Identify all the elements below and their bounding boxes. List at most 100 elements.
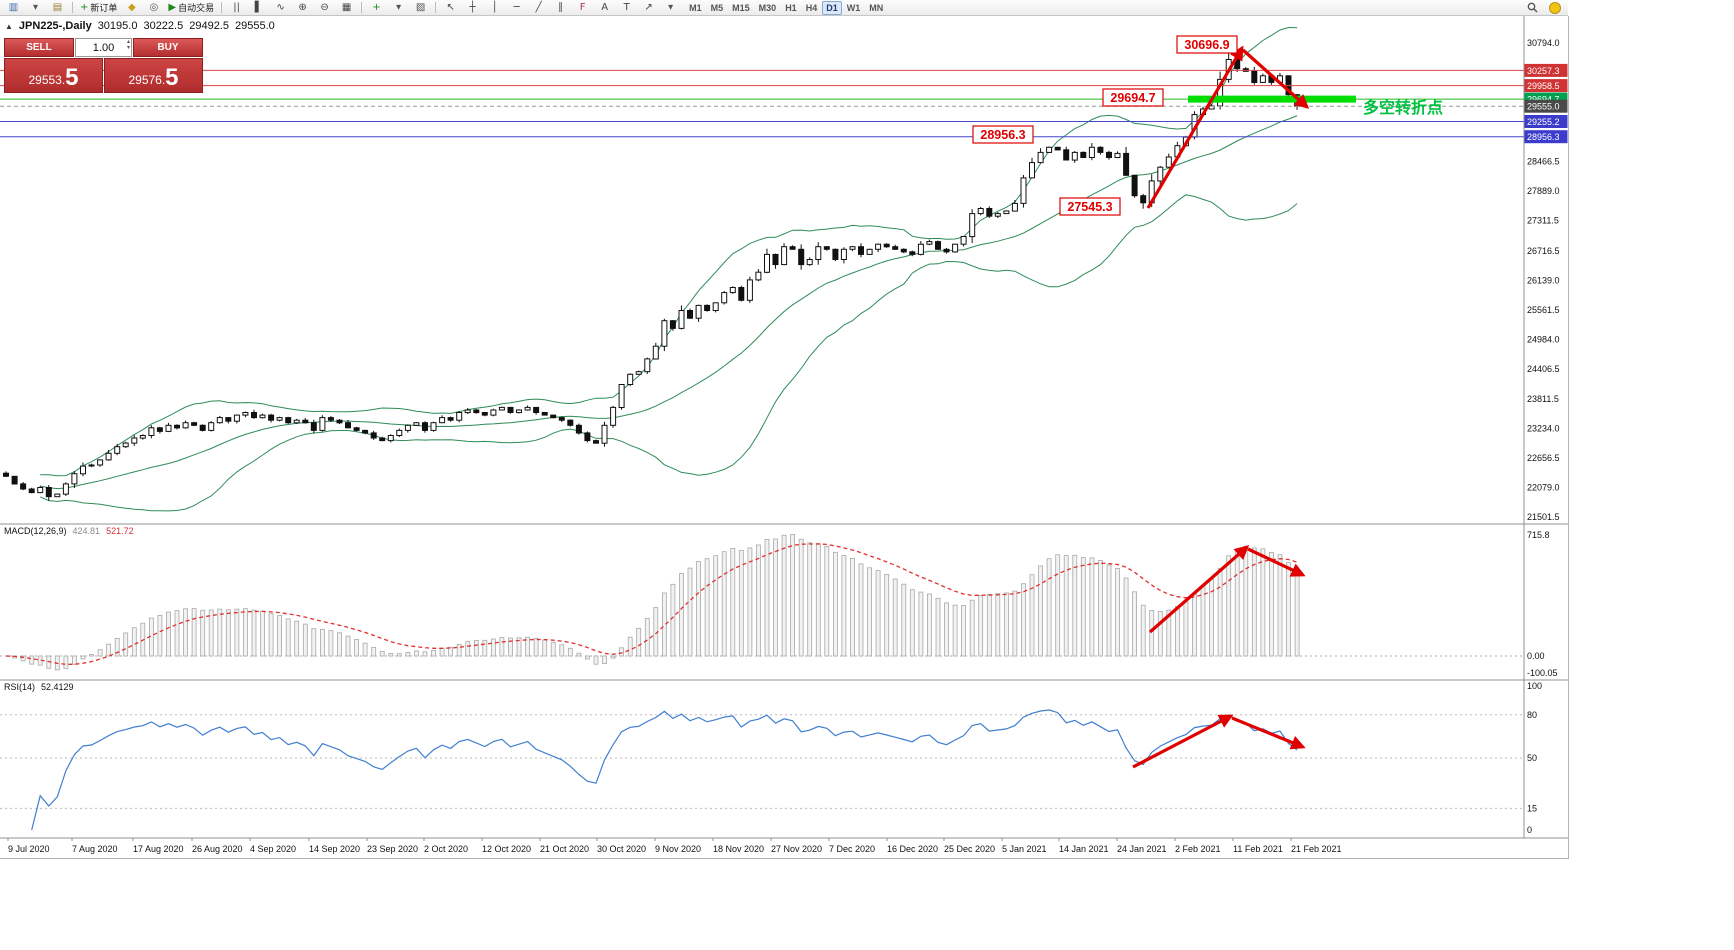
crosshair-icon[interactable]: ┼ <box>462 0 483 16</box>
periods-dropdown-icon[interactable]: ▾ <box>388 0 409 16</box>
indicators-icon: + <box>372 1 381 13</box>
tester-icon[interactable]: ◎ <box>143 0 164 16</box>
buy-price-tile[interactable]: 29576. 5 <box>104 58 203 93</box>
timeframe-w1[interactable]: W1 <box>846 2 861 13</box>
arrows-icon[interactable]: ↗ <box>638 0 659 16</box>
volume-input[interactable]: 1.00 ▴ ▾ <box>75 38 132 57</box>
candle-body <box>1088 146 1095 159</box>
trendline-icon[interactable]: ╱ <box>528 0 549 16</box>
candle-body <box>165 424 172 432</box>
pivot-note-text[interactable]: 多空转折点 <box>1363 98 1443 117</box>
zoom-in-icon[interactable]: ⊕ <box>292 0 313 16</box>
candle-body <box>900 248 907 253</box>
timeframe-d1[interactable]: D1 <box>822 0 842 15</box>
trendline-icon: ╱ <box>535 1 542 13</box>
candle-body <box>601 424 608 444</box>
timeframe-m30[interactable]: M30 <box>758 2 777 13</box>
chart-canvas[interactable]: 30696.9 29694.7 28956.3 27545.3 多空转折点 30794.0… <box>0 16 1568 858</box>
symbol-period-label: JPN225-,Daily <box>18 20 92 32</box>
trend-arrow[interactable] <box>1146 45 1244 209</box>
macd-histogram-bar <box>867 567 872 657</box>
time-axis-label: 21 Oct 2020 <box>540 844 589 854</box>
community-icon[interactable] <box>1544 0 1565 16</box>
candle-body <box>960 236 967 245</box>
new-chart-dropdown-icon[interactable]: ▾ <box>25 0 46 16</box>
volume-spinner[interactable]: ▴ ▾ <box>126 39 130 51</box>
tile-windows-icon[interactable]: ▦ <box>336 0 357 16</box>
vertical-line-icon[interactable]: │ <box>484 0 505 16</box>
macd-histogram-bar <box>217 608 223 657</box>
price-callout[interactable]: 28956.3 <box>972 125 1034 144</box>
macd-histogram-bar <box>986 593 992 657</box>
templates-icon[interactable]: ▨ <box>410 0 431 16</box>
candles-chart-icon[interactable]: ▌ <box>248 0 269 16</box>
candles <box>3 48 1301 501</box>
price-axis-tick: 21501.5 <box>1527 512 1560 522</box>
candle-body <box>738 287 745 301</box>
macd-arrows[interactable] <box>1148 545 1306 634</box>
autotrading-button[interactable]: ▶ 自动交易 <box>165 0 217 16</box>
macd-histogram-bar <box>687 567 693 657</box>
indicators-icon[interactable]: + <box>366 0 387 16</box>
open-value: 30195.0 <box>97 20 138 32</box>
trend-arrow[interactable] <box>1231 716 1306 750</box>
timeframe-m5[interactable]: M5 <box>710 2 724 13</box>
new-order-button[interactable]: + 新订单 <box>77 0 120 16</box>
price-axis-tick: 26716.5 <box>1527 246 1560 256</box>
channel-icon[interactable]: ∥ <box>550 0 571 16</box>
trend-arrow[interactable] <box>1241 48 1310 109</box>
macd-histogram-bar <box>1055 554 1061 657</box>
shapes-dropdown-icon[interactable]: ▾ <box>660 0 681 16</box>
rsi-panel: 100 80 50 15 0 <box>0 681 1542 835</box>
candle-body <box>404 424 411 431</box>
level-lines[interactable] <box>0 69 1524 138</box>
macd-histogram-bar <box>490 638 496 657</box>
one-click-collapse-icon[interactable]: ▲ <box>5 21 13 31</box>
fibonacci-icon[interactable]: F <box>572 0 593 16</box>
sell-price-tile[interactable]: 29553. 5 <box>4 58 103 93</box>
trend-arrow[interactable] <box>1247 547 1306 577</box>
metaeditor-icon[interactable]: ◆ <box>121 0 142 16</box>
trend-arrows[interactable] <box>1146 45 1310 209</box>
candle-body <box>285 417 292 424</box>
text-icon[interactable]: A <box>594 0 615 16</box>
timeframe-mn[interactable]: MN <box>869 2 884 13</box>
zoom-out-icon[interactable]: ⊖ <box>314 0 335 16</box>
trend-arrow[interactable] <box>1148 545 1250 634</box>
macd-histogram-bar <box>1286 562 1291 657</box>
price-callout[interactable]: 27545.3 <box>1059 197 1121 216</box>
rsi-arrows[interactable] <box>1132 714 1306 769</box>
macd-histogram-bar <box>1166 609 1172 657</box>
bars-chart-icon[interactable]: || <box>226 0 247 16</box>
macd-panel: 715.8 0.00 -100.05 <box>0 530 1558 678</box>
price-callouts[interactable]: 30696.9 29694.7 28956.3 27545.3 <box>972 35 1238 216</box>
search-icon[interactable] <box>1522 0 1543 16</box>
line-chart-icon[interactable]: ∿ <box>270 0 291 16</box>
templates-icon: ▨ <box>415 1 426 13</box>
trend-arrow[interactable] <box>1132 714 1234 769</box>
timeframe-m15[interactable]: M15 <box>732 2 750 13</box>
sell-button[interactable]: SELL <box>4 38 74 57</box>
cursor-icon[interactable]: ↖ <box>440 0 461 16</box>
macd-histogram-bar <box>1234 549 1240 657</box>
timeframe-h4[interactable]: H4 <box>805 2 818 13</box>
timeframe-m1[interactable]: M1 <box>689 2 702 13</box>
candle-body <box>507 406 514 413</box>
timeframe-h1[interactable]: H1 <box>785 2 797 13</box>
price-axis-tick: 22656.5 <box>1527 453 1560 463</box>
bollinger-bands <box>40 26 1298 512</box>
label-icon[interactable]: T <box>616 0 637 16</box>
candle-body <box>28 488 35 494</box>
macd-histogram-bar <box>431 650 436 657</box>
macd-histogram-bar <box>858 563 864 657</box>
macd-histogram-bar <box>473 640 479 657</box>
profiles-icon[interactable]: ▤ <box>47 0 68 16</box>
price-callout[interactable]: 29694.7 <box>1102 88 1164 107</box>
macd-histogram-bar <box>234 608 240 657</box>
price-callout[interactable]: 30696.9 <box>1176 35 1238 54</box>
horizontal-line-icon[interactable]: ─ <box>506 0 527 16</box>
buy-button[interactable]: BUY <box>133 38 203 57</box>
macd-histogram-bar <box>738 550 744 657</box>
new-chart-icon[interactable]: ▥ <box>3 0 24 16</box>
